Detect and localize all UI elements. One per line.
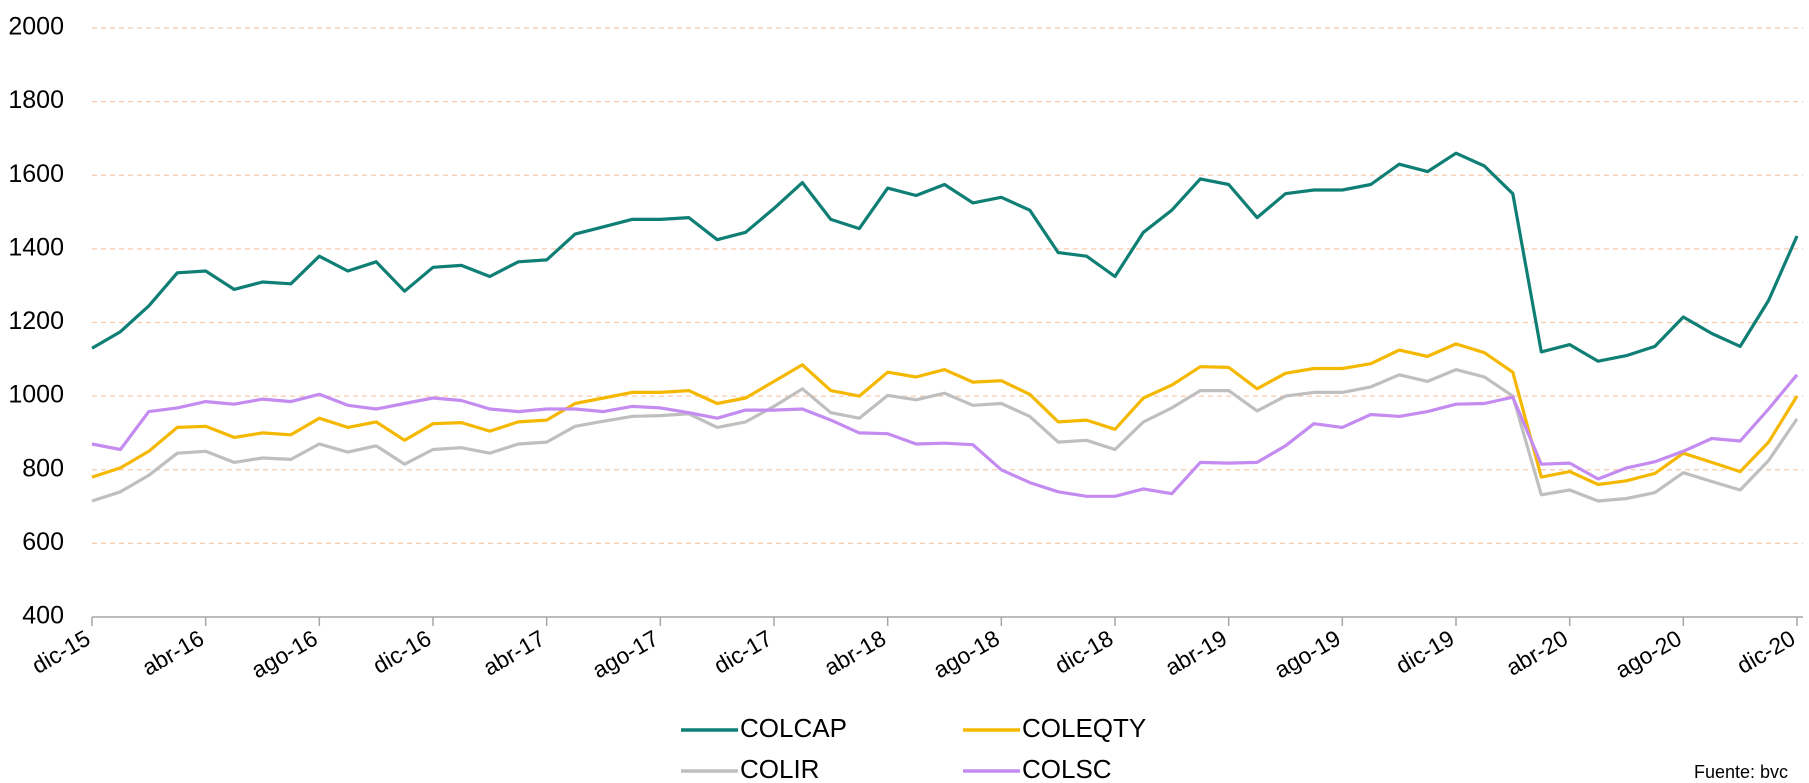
x-tick-label: dic-18 bbox=[1050, 625, 1117, 679]
x-tick-label: ago-20 bbox=[1611, 625, 1686, 683]
x-tick-label: abr-16 bbox=[138, 625, 209, 681]
y-tick-label: 800 bbox=[22, 454, 64, 482]
y-tick-label: 1000 bbox=[8, 381, 64, 409]
y-tick-label: 1200 bbox=[8, 307, 64, 335]
y-tick-label: 1400 bbox=[8, 233, 64, 261]
legend-label: COLSC bbox=[1022, 754, 1112, 783]
x-tick-label: ago-16 bbox=[247, 625, 322, 683]
legend-label: COLEQTY bbox=[1022, 713, 1146, 743]
series-line bbox=[91, 368, 1799, 503]
x-tick-label: ago-18 bbox=[929, 625, 1004, 683]
x-tick-label: abr-20 bbox=[1502, 625, 1573, 681]
series-line bbox=[91, 373, 1799, 498]
series-line bbox=[91, 342, 1799, 487]
y-tick-label: 400 bbox=[22, 602, 64, 630]
x-tick-label: dic-20 bbox=[1732, 625, 1799, 679]
y-tick-label: 600 bbox=[22, 528, 64, 556]
x-tick-label: ago-19 bbox=[1270, 625, 1345, 683]
source-note: Fuente: bvc bbox=[1694, 762, 1788, 782]
x-tick-label: ago-17 bbox=[588, 625, 663, 683]
series-line bbox=[91, 151, 1799, 363]
x-tick-label: abr-19 bbox=[1161, 625, 1232, 681]
x-tick-label: dic-19 bbox=[1391, 625, 1458, 679]
legend-label: COLCAP bbox=[740, 713, 847, 743]
y-tick-label: 2000 bbox=[8, 13, 64, 41]
x-tick-label: dic-15 bbox=[27, 625, 94, 679]
y-tick-label: 1600 bbox=[8, 160, 64, 188]
x-tick-label: dic-17 bbox=[709, 625, 776, 679]
x-tick-label: dic-16 bbox=[368, 625, 435, 679]
x-tick-label: abr-17 bbox=[479, 625, 550, 681]
x-tick-label: abr-18 bbox=[820, 625, 891, 681]
y-tick-label: 1800 bbox=[8, 86, 64, 114]
legend-label: COLIR bbox=[740, 754, 819, 783]
